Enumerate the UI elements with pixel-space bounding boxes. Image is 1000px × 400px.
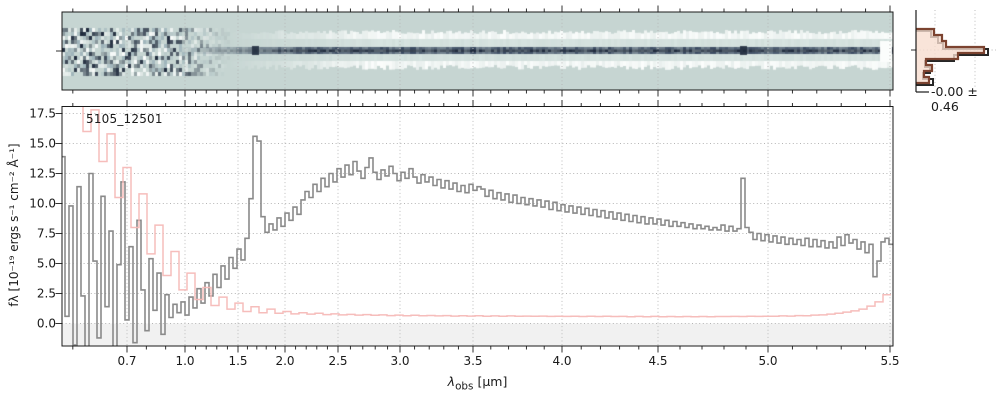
x-tick-label: 0.7 — [117, 354, 137, 368]
x-tick-label: 1.5 — [228, 354, 248, 368]
main-panel-spines — [61, 106, 894, 347]
x-tick-label: 3.0 — [390, 354, 410, 368]
x-tick-label: 5.0 — [758, 354, 778, 368]
x-axis-unit: [μm] — [473, 374, 508, 389]
x-tick-label: 1.0 — [175, 354, 195, 368]
y-tick-label: 5.0 — [36, 256, 56, 270]
y-tick-label: 7.5 — [36, 226, 56, 240]
x-tick-label: 5.5 — [880, 354, 900, 368]
x-tick-label: 4.5 — [648, 354, 668, 368]
y-tick-label: 2.5 — [36, 286, 56, 300]
x-tick-label: 2.0 — [275, 354, 295, 368]
flux-spectrum-line — [62, 135, 893, 346]
y-tick-label: 15.0 — [29, 136, 56, 150]
x-tick-label: 3.5 — [463, 354, 483, 368]
y-tick-label: 10.0 — [29, 196, 56, 210]
x-tick-label: 2.5 — [328, 354, 348, 368]
2d-spectrum-image — [62, 12, 893, 90]
y-tick-label: 0.0 — [36, 316, 56, 330]
x-axis-subscript: obs — [455, 380, 474, 393]
y-tick-label: 12.5 — [29, 166, 56, 180]
uncertainty-line — [82, 106, 891, 318]
below-zero-band — [62, 323, 893, 346]
lambda-symbol: λ — [447, 374, 456, 389]
hist-step — [916, 27, 986, 85]
histogram-stat-label: -0.00 ± 0.46 — [931, 84, 978, 114]
object-id-label: 5105_12501 — [86, 111, 163, 126]
y-tick-label: 17.5 — [29, 106, 56, 120]
x-axis-label: λobs [μm] — [448, 374, 508, 393]
y-axis-label: fλ [10⁻¹⁹ ergs s⁻¹ cm⁻² Å⁻¹] — [7, 143, 21, 307]
x-tick-label: 4.0 — [552, 354, 572, 368]
